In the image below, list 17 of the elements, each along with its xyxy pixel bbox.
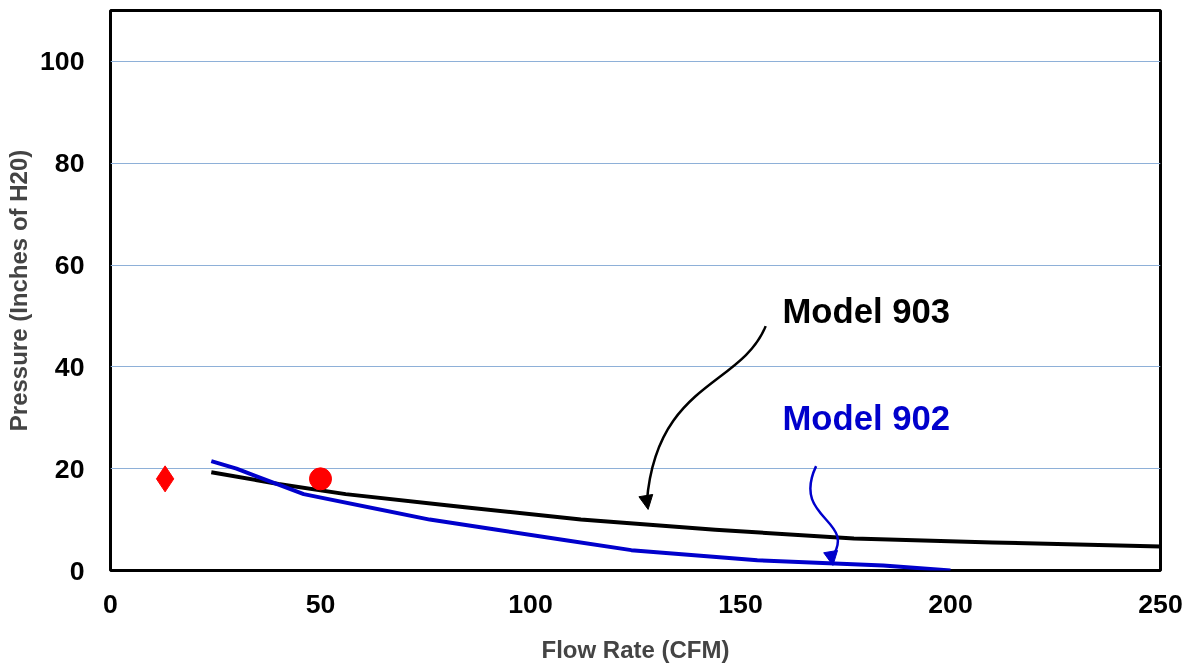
x-tick-label: 50 xyxy=(305,588,336,619)
text: Model 903 xyxy=(782,291,951,330)
y-tick-label: 0 xyxy=(69,555,85,586)
y-tick-label: 40 xyxy=(54,351,85,382)
x-tick-label: 100 xyxy=(508,588,553,619)
x-tick-label: 0 xyxy=(103,588,118,619)
x-axis-title: Flow Rate (CFM) xyxy=(541,635,730,663)
x-tick-label: 150 xyxy=(718,588,763,619)
y-tick-label: 20 xyxy=(54,453,85,484)
y-tick-label: 80 xyxy=(54,148,85,179)
line-series xyxy=(209,459,953,571)
y-tick-label: 100 xyxy=(40,46,85,77)
x-tick-label: 250 xyxy=(1138,588,1183,619)
text: Model 902 xyxy=(782,398,951,437)
y-axis-title: Pressure (Inches of H20) xyxy=(5,149,33,432)
y-tick-label: 60 xyxy=(54,250,85,281)
x-tick-label: 200 xyxy=(928,588,973,619)
